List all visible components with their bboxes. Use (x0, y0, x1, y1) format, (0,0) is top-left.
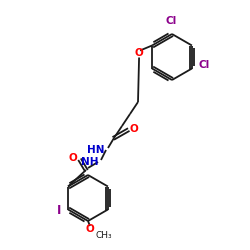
Text: Cl: Cl (166, 16, 176, 26)
Text: O: O (135, 48, 143, 58)
Text: NH: NH (82, 157, 99, 167)
Text: Cl: Cl (199, 60, 210, 70)
Text: O: O (130, 124, 139, 134)
Text: O: O (68, 153, 77, 163)
Text: O: O (86, 224, 94, 234)
Text: I: I (57, 204, 61, 217)
Text: CH₃: CH₃ (96, 230, 112, 239)
Text: HN: HN (88, 145, 105, 155)
